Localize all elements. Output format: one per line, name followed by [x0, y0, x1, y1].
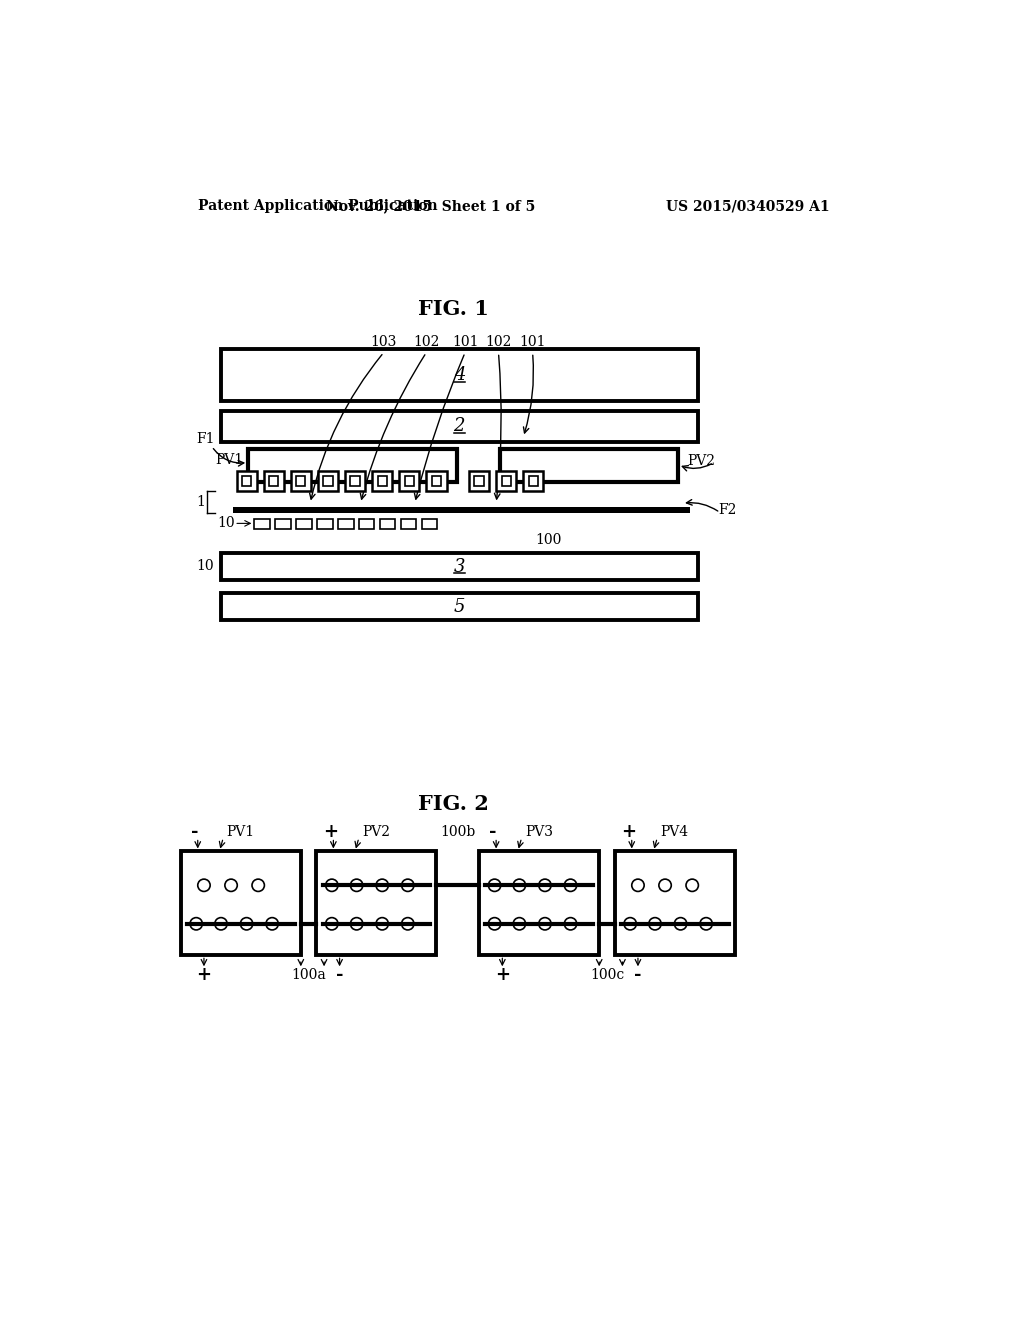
Bar: [500, 450, 678, 482]
Bar: [237, 471, 257, 491]
Bar: [221, 553, 697, 581]
Text: +: +: [197, 966, 211, 983]
Bar: [317, 519, 333, 529]
Text: +: +: [495, 966, 510, 983]
Text: +: +: [323, 824, 338, 841]
Bar: [324, 477, 333, 486]
Text: 100a: 100a: [291, 968, 326, 982]
Text: 1: 1: [197, 495, 206, 508]
Text: US 2015/0340529 A1: US 2015/0340529 A1: [667, 199, 829, 213]
Text: 2: 2: [454, 417, 465, 436]
Text: 4: 4: [454, 366, 465, 384]
Text: 102: 102: [414, 335, 439, 348]
Text: PV4: PV4: [660, 825, 689, 840]
Text: F2: F2: [719, 503, 737, 517]
Bar: [350, 477, 359, 486]
Bar: [317, 471, 338, 491]
Text: 103: 103: [371, 335, 397, 348]
Bar: [400, 519, 417, 529]
Text: -: -: [190, 824, 199, 841]
Text: 102: 102: [485, 335, 512, 348]
Bar: [378, 477, 387, 486]
Bar: [469, 471, 489, 491]
Bar: [404, 477, 414, 486]
Text: 101: 101: [519, 335, 546, 348]
Bar: [221, 350, 697, 401]
Text: PV1: PV1: [226, 825, 255, 840]
Bar: [180, 851, 301, 956]
Bar: [399, 471, 420, 491]
Text: 10: 10: [217, 516, 234, 529]
Bar: [221, 594, 697, 620]
Text: 101: 101: [452, 335, 478, 348]
Text: -: -: [489, 824, 497, 841]
Bar: [269, 477, 279, 486]
Text: 10: 10: [197, 560, 214, 573]
Text: PV2: PV2: [362, 825, 390, 840]
Bar: [296, 477, 305, 486]
Bar: [316, 851, 436, 956]
Bar: [275, 519, 291, 529]
Bar: [254, 519, 270, 529]
Bar: [479, 851, 599, 956]
Bar: [242, 477, 251, 486]
Text: FIG. 2: FIG. 2: [418, 793, 488, 813]
Bar: [422, 519, 437, 529]
Bar: [372, 471, 392, 491]
Bar: [296, 519, 311, 529]
Text: 100b: 100b: [440, 825, 475, 840]
Bar: [380, 519, 395, 529]
Bar: [528, 477, 538, 486]
Text: -: -: [336, 966, 343, 983]
Text: 3: 3: [454, 557, 465, 576]
Bar: [291, 471, 311, 491]
Text: 100c: 100c: [590, 968, 624, 982]
Bar: [432, 477, 441, 486]
Bar: [345, 471, 366, 491]
Text: PV1: PV1: [215, 453, 243, 467]
Bar: [523, 471, 544, 491]
Bar: [474, 477, 483, 486]
Bar: [614, 851, 735, 956]
Text: +: +: [622, 824, 636, 841]
Bar: [221, 411, 697, 442]
Text: PV3: PV3: [525, 825, 553, 840]
Text: F1: F1: [197, 433, 215, 446]
Bar: [502, 477, 511, 486]
Text: Nov. 26, 2015  Sheet 1 of 5: Nov. 26, 2015 Sheet 1 of 5: [326, 199, 535, 213]
Text: PV2: PV2: [687, 454, 716, 469]
Bar: [359, 519, 375, 529]
Text: 100: 100: [536, 532, 562, 546]
Bar: [232, 507, 690, 512]
Text: FIG. 1: FIG. 1: [418, 298, 488, 318]
Bar: [496, 471, 516, 491]
Text: -: -: [634, 966, 642, 983]
Bar: [426, 471, 446, 491]
Bar: [248, 450, 458, 482]
Text: Patent Application Publication: Patent Application Publication: [198, 199, 437, 213]
Bar: [338, 519, 353, 529]
Bar: [263, 471, 284, 491]
Text: 5: 5: [454, 598, 465, 616]
